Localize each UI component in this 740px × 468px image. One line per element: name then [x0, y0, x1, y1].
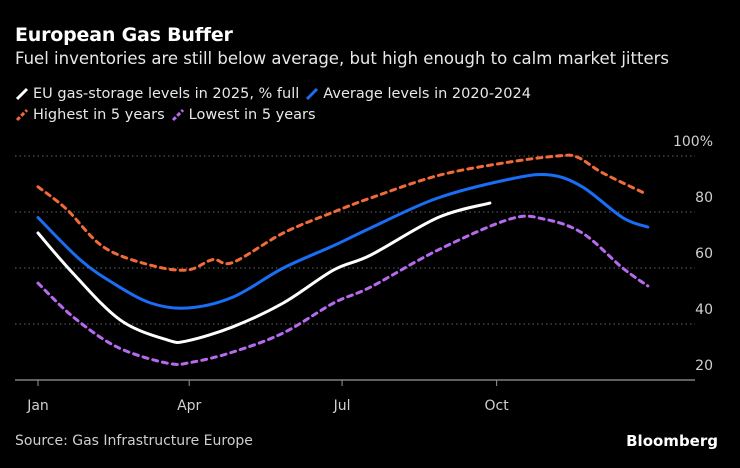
legend-item-2025: EU gas-storage levels in 2025, % full: [15, 86, 299, 102]
source-note: Source: Gas Infrastructure Europe: [15, 433, 253, 449]
legend-label-highest: Highest in 5 years: [33, 107, 165, 123]
legend-label-lowest: Lowest in 5 years: [188, 107, 316, 123]
series-line-1: [36, 172, 650, 310]
x-tick-label: Jan: [26, 398, 49, 414]
y-tick-label: 80: [695, 190, 713, 206]
series-line-3: [36, 214, 650, 366]
y-tick-label: 60: [695, 246, 713, 262]
legend-label-2025: EU gas-storage levels in 2025, % full: [33, 86, 300, 102]
x-tick-label: Jul: [333, 398, 351, 414]
x-axis: Jan Apr Jul Oct: [15, 379, 695, 414]
legend-row-2: Highest in 5 years Lowest in 5 years: [15, 107, 322, 123]
legend-swatch-lowest: [171, 108, 184, 122]
legend-label-average: Average levels in 2020-2024: [323, 86, 531, 102]
y-axis-labels: 100% 80 60 40 20: [673, 134, 713, 374]
legend-item-average: Average levels in 2020-2024: [305, 86, 531, 102]
y-tick-label: 40: [695, 302, 713, 318]
x-tick-label: Oct: [485, 398, 510, 414]
legend-swatch-average: [306, 87, 319, 101]
y-tick-label: 100%: [673, 134, 713, 150]
series-line-0: [36, 201, 492, 344]
series-lines: [36, 153, 650, 366]
legend-row-1: EU gas-storage levels in 2025, % full Av…: [15, 86, 537, 102]
chart-title: European Gas Buffer: [15, 24, 233, 46]
legend-item-lowest: Lowest in 5 years: [171, 107, 316, 123]
chart-subtitle: Fuel inventories are still below average…: [15, 49, 669, 68]
bloomberg-logo: Bloomberg: [626, 432, 718, 450]
y-tick-label: 20: [695, 358, 713, 374]
legend-swatch-highest: [15, 108, 29, 122]
legend-swatch-2025: [15, 87, 29, 101]
grid: [15, 155, 695, 325]
x-tick-label: Apr: [177, 398, 201, 414]
legend-item-highest: Highest in 5 years: [15, 107, 165, 123]
series-line-2: [36, 153, 645, 272]
